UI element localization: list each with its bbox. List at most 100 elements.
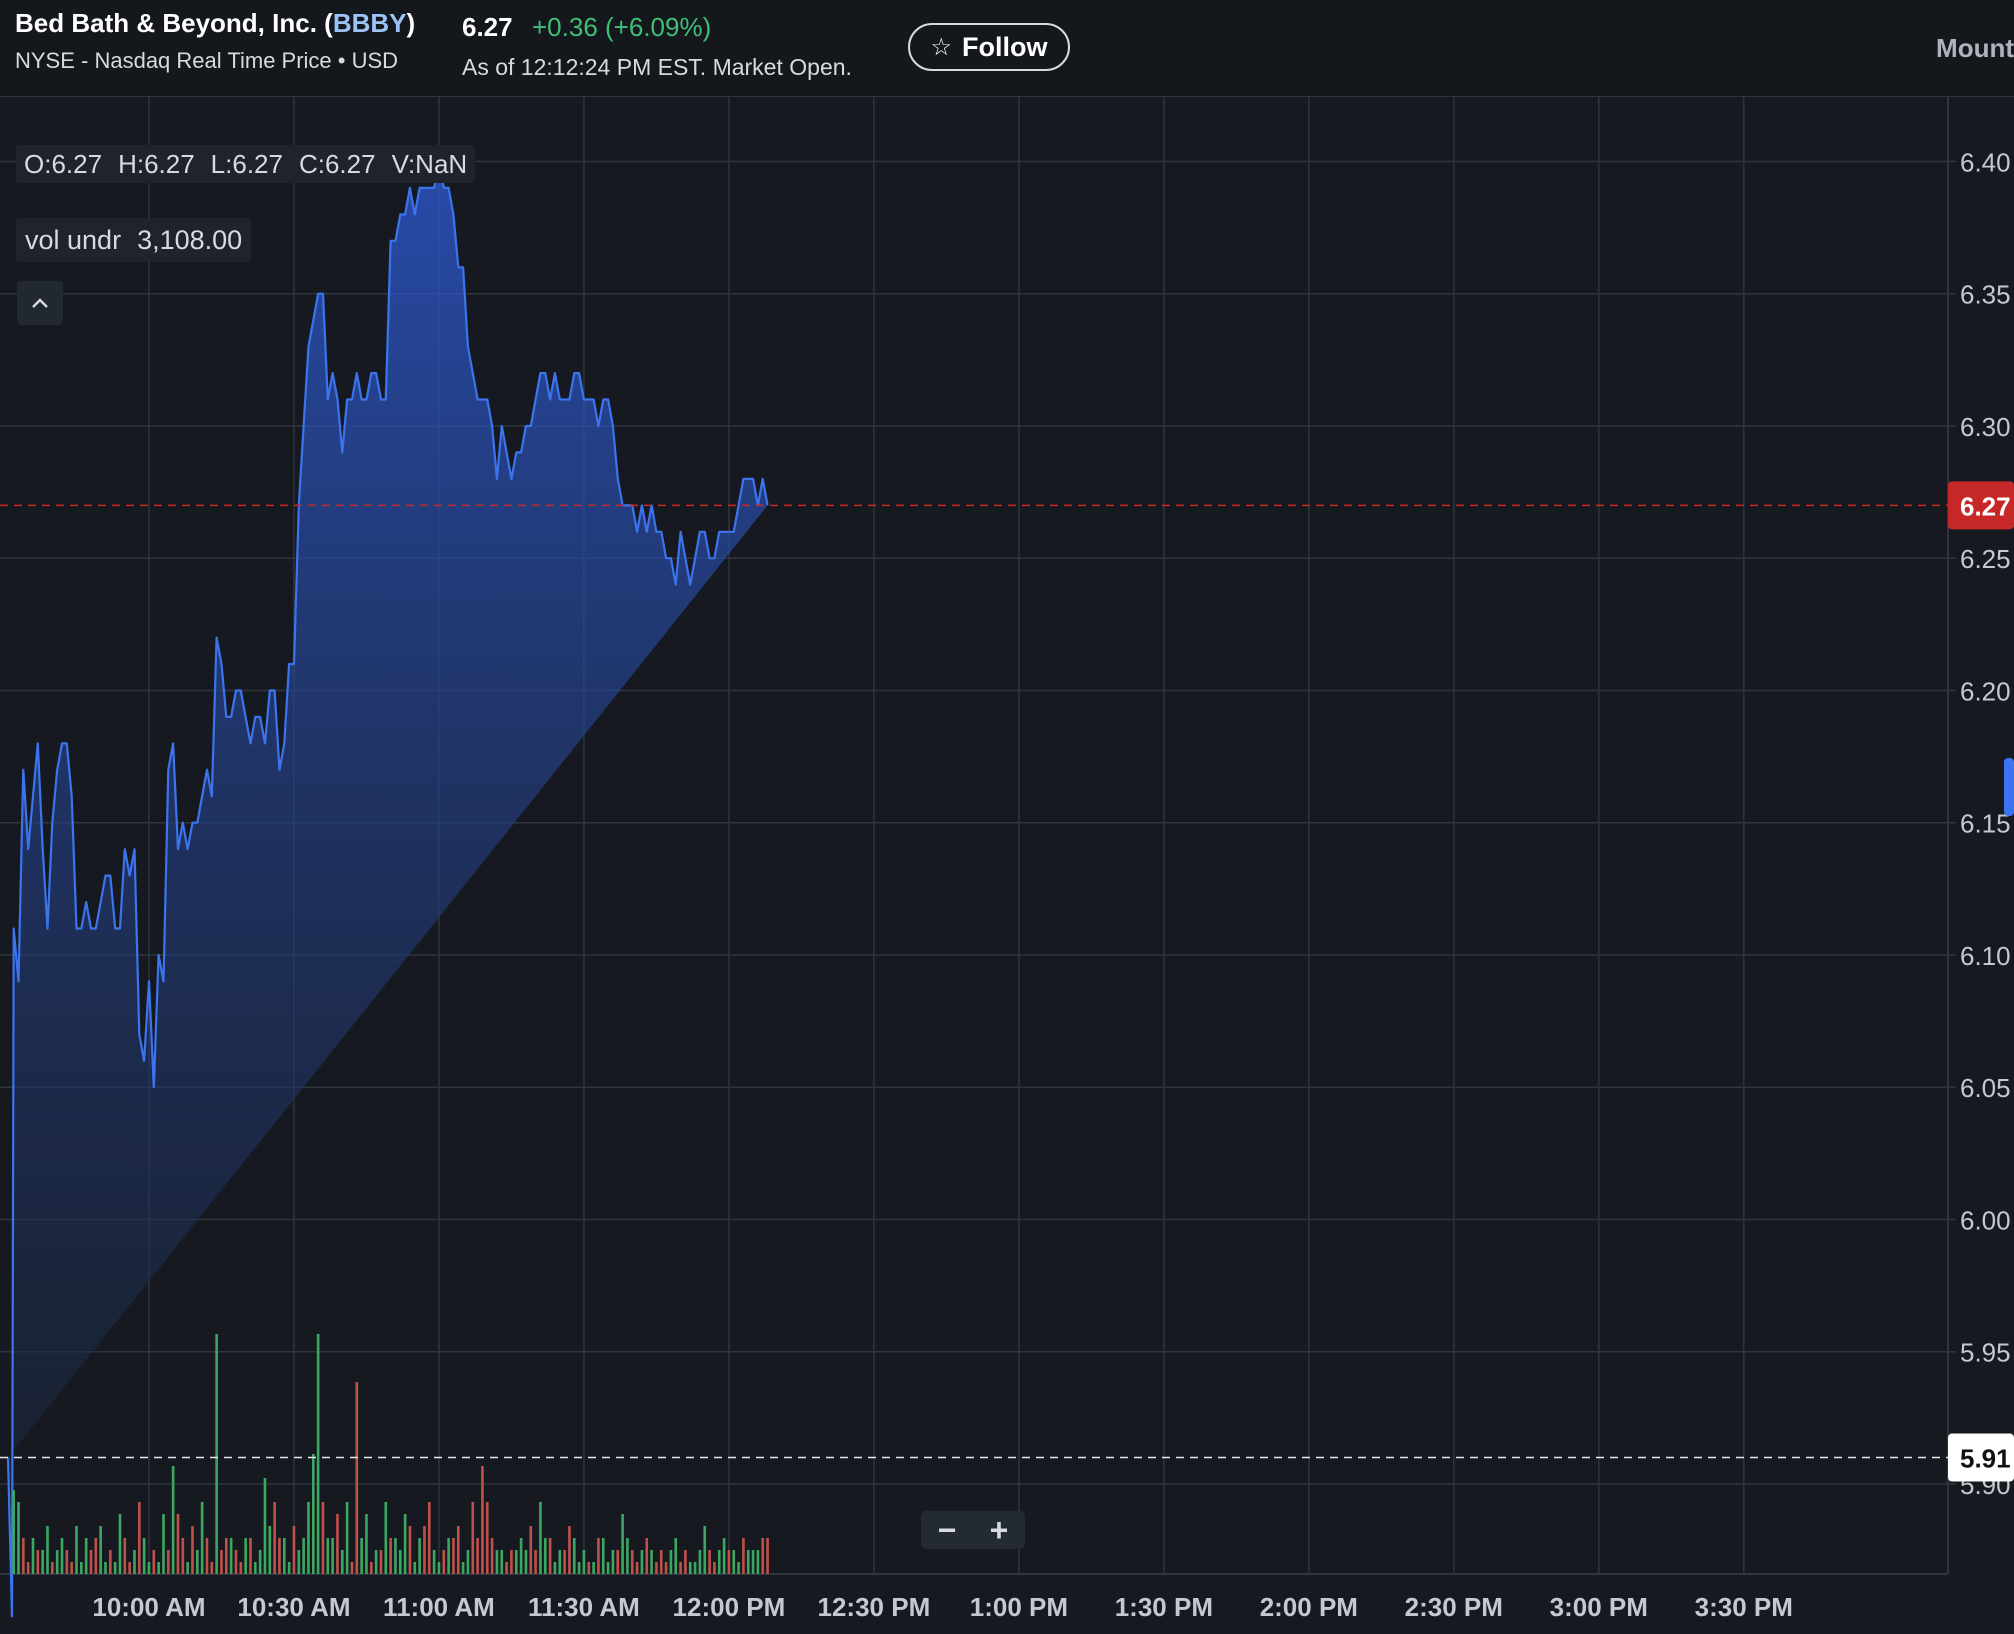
zoom-out-button[interactable]: −	[937, 1511, 957, 1548]
volume-bar	[485, 1502, 489, 1574]
volume-bar	[630, 1550, 634, 1574]
volume-bar	[80, 1562, 83, 1574]
volume-bar	[635, 1562, 639, 1574]
volume-bar	[258, 1550, 262, 1574]
volume-bar	[751, 1550, 755, 1574]
volume-bar	[307, 1502, 310, 1574]
volume-bar	[109, 1550, 112, 1574]
volume-bar	[413, 1562, 417, 1574]
volume-bar	[113, 1562, 117, 1574]
volume-bar	[225, 1538, 228, 1574]
volume-bar	[688, 1562, 692, 1574]
price-change: +0.36 (+6.09%)	[532, 12, 712, 42]
volume-bar	[669, 1550, 673, 1574]
volume-bar	[142, 1538, 146, 1574]
volume-bar	[336, 1514, 339, 1574]
volume-bar	[403, 1514, 407, 1574]
volume-bar	[519, 1538, 523, 1574]
volume-bar	[138, 1502, 141, 1574]
volume-bar	[592, 1562, 595, 1574]
volume-bar	[650, 1550, 653, 1574]
y-tick-label: 5.95	[1960, 1338, 2011, 1368]
x-tick-label: 1:00 PM	[970, 1592, 1068, 1622]
volume-bar	[36, 1550, 40, 1574]
volume-bar	[104, 1562, 107, 1574]
volume-bar	[616, 1550, 620, 1574]
volume-bar	[495, 1550, 499, 1574]
volume-bar	[543, 1538, 547, 1574]
zoom-controls: − +	[921, 1511, 1025, 1549]
volume-bar	[70, 1562, 73, 1574]
volume-bar	[65, 1550, 69, 1574]
volume-bar	[181, 1538, 185, 1574]
volume-bar	[51, 1562, 54, 1574]
follow-button[interactable]: ☆ Follow	[908, 23, 1070, 71]
close-value: C:6.27	[298, 148, 376, 179]
volume-bar	[118, 1514, 122, 1574]
y-tick-label: 6.15	[1960, 809, 2011, 839]
previous-close-label: 5.91	[1960, 1444, 2011, 1474]
volume-bar	[481, 1466, 484, 1574]
volume-bar	[384, 1502, 388, 1574]
volume-bar	[655, 1562, 658, 1574]
volume-bar	[466, 1550, 470, 1574]
previous-close-tag	[1948, 1433, 2014, 1482]
quote-header: Bed Bath & Beyond, Inc. (BBBY) NYSE - Na…	[0, 0, 2014, 97]
volume-value: V:NaN	[391, 148, 468, 179]
volume-study-label: vol undr	[25, 224, 122, 255]
volume-bar	[84, 1538, 88, 1574]
y-tick-label: 6.40	[1960, 147, 2011, 177]
volume-bar	[278, 1538, 281, 1574]
volume-bar	[746, 1550, 750, 1574]
volume-bar	[321, 1502, 325, 1574]
volume-bar	[626, 1538, 629, 1574]
y-tick-label: 6.35	[1960, 280, 2011, 310]
volume-bar	[713, 1562, 716, 1574]
volume-bar	[394, 1538, 397, 1574]
zoom-in-button[interactable]: +	[989, 1511, 1009, 1548]
price-line	[6, 160, 769, 1618]
volume-bar	[524, 1550, 528, 1574]
ticker-symbol[interactable]: BBBY	[332, 8, 407, 38]
volume-bar	[167, 1550, 170, 1574]
volume-bar	[12, 1490, 15, 1574]
volume-bar	[539, 1502, 542, 1574]
volume-bar	[350, 1562, 354, 1574]
high-value: H:6.27	[118, 148, 195, 179]
y-tick-label: 6.25	[1960, 544, 2011, 574]
x-tick-label: 12:30 PM	[818, 1592, 931, 1622]
volume-bar	[94, 1538, 98, 1574]
current-price-tag	[1948, 481, 2014, 530]
volume-bar	[205, 1538, 209, 1574]
company-name: Bed Bath & Beyond, Inc. (	[15, 8, 333, 38]
volume-bar	[147, 1562, 151, 1574]
volume-bar	[311, 1454, 315, 1574]
volume-bar	[123, 1538, 127, 1574]
x-tick-label: 2:00 PM	[1260, 1592, 1358, 1622]
y-tick-label: 6.20	[1960, 676, 2011, 706]
volume-bar	[703, 1526, 707, 1574]
volume-bar	[568, 1526, 571, 1574]
volume-study-value: 3,108.00	[137, 224, 243, 255]
y-tick-label: 6.10	[1960, 941, 2011, 971]
collapse-legend-button[interactable]	[17, 281, 63, 325]
volume-bar	[621, 1514, 624, 1574]
volume-bar	[55, 1550, 59, 1574]
price-chart[interactable]: 6.40 6.35 6.30 6.25 6.20 6.15 6.10 6.05 6.00 5.95…	[0, 96, 2014, 1634]
volume-bar	[659, 1550, 663, 1574]
volume-bar	[490, 1538, 494, 1574]
volume-bar	[717, 1550, 721, 1574]
volume-bar	[645, 1538, 649, 1574]
volume-bar	[456, 1526, 460, 1574]
volume-bar	[369, 1562, 373, 1574]
volume-bar	[374, 1550, 378, 1574]
volume-study-legend[interactable]: vol undr 3,108.00	[16, 218, 252, 262]
volume-bar	[200, 1502, 204, 1574]
open-value: O:6.27	[24, 148, 103, 179]
volume-bar	[437, 1562, 441, 1574]
volume-bar	[398, 1550, 402, 1574]
volume-bar	[606, 1562, 610, 1574]
volume-bar	[128, 1562, 131, 1574]
volume-bar	[263, 1478, 267, 1574]
volume-bar	[587, 1562, 591, 1574]
